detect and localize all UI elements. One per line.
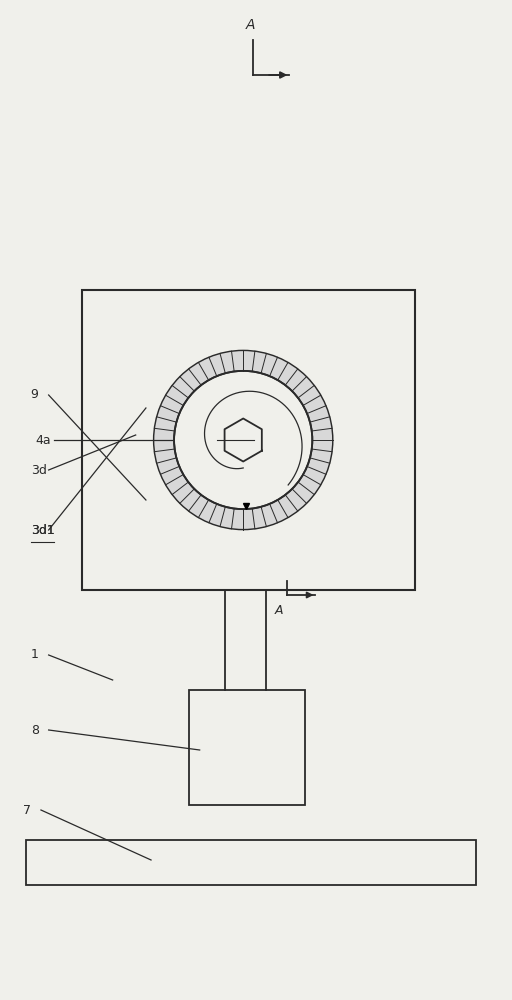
Text: 1: 1	[31, 648, 38, 662]
Bar	[26, 840, 476, 885]
Text: 3d1: 3d1	[31, 524, 54, 536]
Text: 9: 9	[31, 388, 38, 401]
Text: 8: 8	[31, 724, 39, 736]
Ellipse shape	[174, 371, 312, 509]
Bar	[189, 690, 305, 805]
Text: 7: 7	[23, 804, 31, 816]
Text: A: A	[275, 603, 283, 616]
Text: 3d1: 3d1	[31, 524, 54, 536]
Bar	[82, 290, 415, 590]
Text: A: A	[246, 18, 255, 32]
Text: 3d: 3d	[31, 464, 47, 477]
Ellipse shape	[154, 350, 333, 530]
Text: 4a: 4a	[36, 434, 52, 446]
